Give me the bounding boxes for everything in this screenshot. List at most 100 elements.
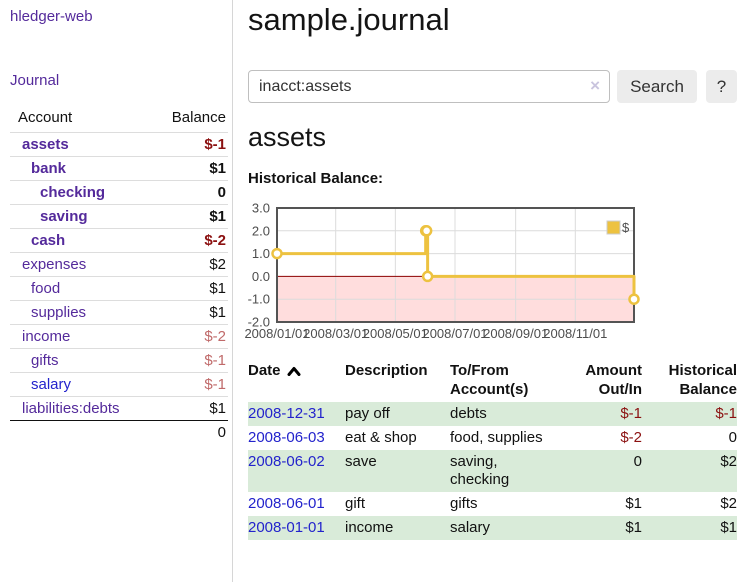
- account-row: salary $-1: [10, 372, 228, 397]
- data-point-marker: [271, 247, 283, 260]
- search-input[interactable]: [248, 70, 610, 103]
- sidebar-account-link[interactable]: supplies: [31, 304, 87, 321]
- transaction-date-link[interactable]: 2008-06-02: [248, 453, 325, 470]
- y-tick-label: -2.0: [248, 315, 270, 330]
- sort-ascending-icon: [287, 367, 301, 376]
- account-row: checking 0: [10, 180, 228, 205]
- account-row: saving $1: [10, 204, 228, 229]
- transaction-balance: $2: [720, 495, 737, 512]
- transaction-accounts: food, supplies: [450, 429, 543, 446]
- x-tick-label: 2008/09/01: [483, 326, 548, 341]
- sidebar-account-link[interactable]: income: [22, 328, 71, 345]
- register-row: 2008-01-01 income salary $1 $1: [248, 516, 737, 540]
- account-row: gifts $-1: [10, 348, 228, 373]
- transaction-date-link[interactable]: 2008-01-01: [248, 519, 325, 536]
- main-content: sample.journal × Search ? assets Histori…: [244, 0, 742, 582]
- register-row: 2008-06-02 save saving, checking 0 $2: [248, 450, 737, 492]
- y-tick-label: 0.0: [252, 269, 270, 284]
- transaction-amount: $-1: [620, 405, 642, 422]
- register-row: 2008-06-03 eat & shop food, supplies $-2 0: [248, 426, 737, 450]
- accounts-header-row: Account Balance: [10, 105, 228, 133]
- account-row: cash $-2: [10, 228, 228, 253]
- accounts-table-body: assets $-1 bank $1 checking 0 saving $1 cash $-2 e…: [10, 132, 228, 421]
- accounts-table: Account Balance assets $-1 bank $1 checking 0…: [10, 105, 228, 444]
- account-row: liabilities:debts $1: [10, 396, 228, 421]
- clear-search-icon[interactable]: ×: [590, 76, 600, 95]
- account-balance: $-1: [147, 132, 228, 157]
- register-header-account: To/From Account(s): [450, 362, 529, 398]
- y-tick-label: 1.0: [252, 246, 270, 261]
- search-button[interactable]: Search: [617, 70, 697, 103]
- sidebar-account-link[interactable]: saving: [40, 208, 88, 225]
- transaction-description: gift: [345, 495, 366, 512]
- transaction-accounts: salary: [450, 519, 491, 536]
- account-balance: $1: [147, 156, 228, 181]
- transaction-description: income: [345, 519, 394, 536]
- register-header-amount: Amount Out/In: [585, 362, 642, 398]
- transaction-accounts: gifts: [450, 495, 478, 512]
- accounts-total-balance: 0: [147, 420, 228, 444]
- account-balance: $1: [147, 204, 228, 229]
- transaction-date-link[interactable]: 2008-06-03: [248, 429, 325, 446]
- help-button[interactable]: ?: [706, 70, 737, 103]
- sidebar-account-link[interactable]: liabilities:debts: [22, 400, 120, 417]
- account-balance: $-1: [147, 372, 228, 397]
- transaction-accounts: saving, checking: [450, 453, 510, 488]
- register-table-body: 2008-12-31 pay off debts $-1 $-1 2008-06-03 ea…: [248, 402, 737, 540]
- sidebar-account-link[interactable]: gifts: [31, 352, 59, 369]
- sidebar-account-link[interactable]: checking: [40, 184, 106, 201]
- search-form: × Search ?: [248, 70, 742, 104]
- register-header-description: Description: [345, 362, 428, 379]
- accounts-header-account: Account: [18, 109, 73, 126]
- account-row: bank $1: [10, 156, 228, 181]
- account-balance: $1: [147, 300, 228, 325]
- app-title-link[interactable]: hledger-web: [10, 8, 93, 25]
- sidebar-item-journal[interactable]: Journal: [10, 72, 60, 89]
- transaction-balance: $-1: [715, 405, 737, 422]
- transaction-date-link[interactable]: 2008-06-01: [248, 495, 325, 512]
- account-balance: $-2: [147, 228, 228, 253]
- x-tick-label: 2008/11/01: [543, 326, 607, 341]
- search-input-wrap: ×: [248, 70, 610, 103]
- account-row: food $1: [10, 276, 228, 301]
- x-tick-label: 2008/03/01: [303, 326, 368, 341]
- transaction-amount: $-2: [620, 429, 642, 446]
- x-tick-label: 2008/07/01: [422, 326, 487, 341]
- sidebar-account-link[interactable]: assets: [22, 136, 69, 153]
- sidebar-account-link[interactable]: cash: [31, 232, 66, 249]
- sidebar-account-link[interactable]: salary: [31, 376, 72, 393]
- balance-chart[interactable]: 3.0 2.0 1.0 0.0 -1.0 -2.02008/01/012008/03/01…: [240, 202, 644, 344]
- account-row: income $-2: [10, 324, 228, 349]
- account-balance: 0: [147, 180, 228, 205]
- transaction-date-link[interactable]: 2008-12-31: [248, 405, 325, 422]
- chart-title: Historical Balance:: [248, 170, 384, 187]
- register-table: Date Description To/From Account(s) Amou…: [248, 358, 737, 540]
- transaction-balance: $1: [720, 519, 737, 536]
- transaction-amount: 0: [633, 453, 642, 470]
- y-tick-label: -1.0: [248, 292, 270, 307]
- legend-label: $: [622, 220, 630, 235]
- sidebar-account-link[interactable]: expenses: [22, 256, 87, 273]
- transaction-description: pay off: [345, 405, 390, 422]
- transaction-description: save: [345, 453, 377, 470]
- register-header-date[interactable]: Date: [248, 358, 345, 402]
- accounts-header-balance: Balance: [171, 109, 226, 126]
- accounts-total-row: 0: [10, 420, 228, 444]
- sidebar-divider: [232, 0, 233, 582]
- sidebar-account-link[interactable]: food: [31, 280, 61, 297]
- register-header-row: Date Description To/From Account(s) Amou…: [248, 358, 737, 402]
- register-row: 2008-12-31 pay off debts $-1 $-1: [248, 402, 737, 426]
- account-balance: $-1: [147, 348, 228, 373]
- account-balance: $-2: [147, 324, 228, 349]
- data-point-marker: [421, 270, 434, 283]
- data-point-marker: [628, 293, 640, 305]
- journal-title: sample.journal: [248, 2, 450, 37]
- account-balance: $1: [147, 276, 228, 301]
- y-tick-label: 3.0: [252, 202, 270, 216]
- sidebar-account-link[interactable]: bank: [31, 160, 67, 177]
- y-tick-label: 2.0: [252, 223, 270, 238]
- transaction-balance: 0: [728, 429, 737, 446]
- transaction-amount: $1: [625, 519, 642, 536]
- account-row: expenses $2: [10, 252, 228, 277]
